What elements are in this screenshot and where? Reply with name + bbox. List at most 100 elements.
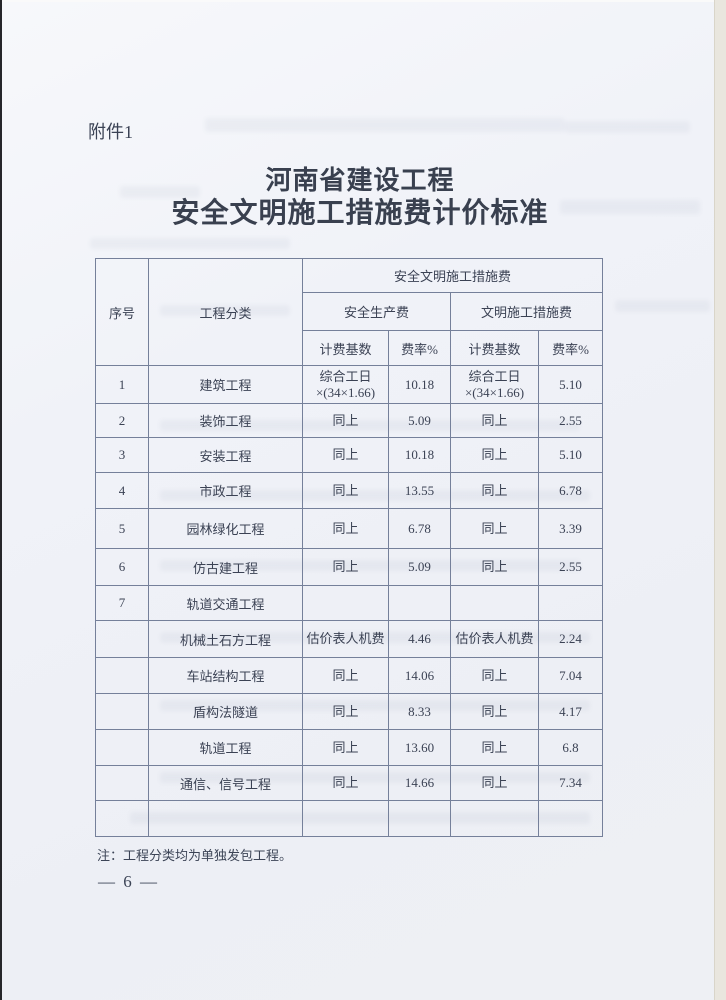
header-base-safety: 计费基数 [302, 330, 389, 366]
cell-rate-safety [388, 800, 451, 837]
cell-category: 园林绿化工程 [148, 508, 303, 549]
cell-category: 建筑工程 [148, 365, 303, 404]
cell-rate-safety: 13.55 [388, 472, 451, 509]
cell-rate-civilized: 6.78 [537, 472, 604, 509]
cell-rate-safety: 8.33 [388, 693, 451, 730]
cell-rate-safety: 14.06 [388, 657, 451, 694]
cell-rate-civilized: 7.04 [537, 657, 604, 694]
cell-serial [95, 800, 149, 837]
bleed-through-artifact [565, 121, 690, 133]
cell-base-civilized [450, 585, 539, 621]
cell-base-safety [302, 585, 389, 621]
fee-standard-table: 序号 工程分类 安全文明施工措施费 安全生产费 文明施工措施费 计费基数 费率%… [95, 258, 604, 837]
bleed-through-artifact [205, 118, 565, 132]
cell-rate-safety: 4.46 [388, 620, 451, 658]
cell-rate-civilized: 2.24 [537, 620, 604, 658]
cell-serial: 5 [95, 508, 149, 549]
cell-rate-civilized: 2.55 [537, 548, 604, 586]
cell-base-civilized: 同上 [450, 729, 539, 766]
document-title-line1: 河南省建设工程 [265, 166, 455, 195]
table-row: 车站结构工程 同上 14.06 同上 7.04 [95, 657, 604, 694]
table-footnote: 注：工程分类均为单独发包工程。 [97, 848, 293, 863]
cell-rate-civilized: 7.34 [537, 765, 604, 801]
table-row: 3 安装工程 同上 10.18 同上 5.10 [95, 437, 604, 473]
cell-base-safety: 估价表人机费 [302, 620, 389, 658]
cell-serial: 3 [95, 437, 149, 473]
cell-base-safety: 同上 [302, 693, 389, 730]
table-header-row: 安全生产费 文明施工措施费 [96, 292, 604, 331]
table-header-row: 计费基数 费率% 计费基数 费率% [96, 330, 604, 366]
table-row: 7 轨道交通工程 [95, 585, 604, 621]
cell-base-safety: 同上 [302, 508, 389, 549]
cell-base-civilized: 同上 [450, 472, 539, 509]
cell-category: 通信、信号工程 [148, 765, 303, 801]
bleed-through-artifact [615, 300, 710, 312]
cell-serial: 7 [95, 585, 149, 621]
cell-category: 机械土石方工程 [148, 620, 303, 658]
header-serial: 序号 [95, 258, 149, 366]
cell-rate-safety: 5.09 [388, 403, 451, 438]
cell-rate-civilized: 4.17 [537, 693, 604, 730]
table-row: 6 仿古建工程 同上 5.09 同上 2.55 [95, 548, 604, 586]
header-civilized-fee: 文明施工措施费 [449, 292, 604, 331]
cell-serial: 2 [95, 403, 149, 438]
cell-base-civilized: 同上 [450, 765, 539, 801]
cell-category: 轨道工程 [148, 729, 303, 766]
table-row: 1 建筑工程 综合工日 ×(34×1.66) 10.18 综合工日 ×(34×1… [95, 365, 604, 404]
cell-base-civilized: 同上 [450, 548, 539, 586]
cell-rate-safety: 14.66 [388, 765, 451, 801]
table-row: 机械土石方工程 估价表人机费 4.46 估价表人机费 2.24 [95, 620, 604, 658]
cell-category: 市政工程 [148, 472, 303, 509]
cell-base-civilized: 同上 [450, 437, 539, 473]
bleed-through-artifact [90, 238, 290, 249]
cell-base-civilized: 同上 [450, 693, 539, 730]
cell-rate-safety [388, 585, 451, 621]
cell-base-safety: 同上 [302, 657, 389, 694]
cell-category [148, 800, 303, 837]
header-rate-safety: 费率% [388, 330, 451, 366]
scan-edge-right [714, 0, 726, 1000]
cell-rate-safety: 10.18 [388, 437, 451, 473]
header-rate-civilized: 费率% [537, 330, 604, 366]
cell-rate-safety: 6.78 [388, 508, 451, 549]
cell-category: 仿古建工程 [148, 548, 303, 586]
cell-serial: 4 [95, 472, 149, 509]
cell-base-civilized: 同上 [450, 657, 539, 694]
cell-base-civilized: 同上 [450, 508, 539, 549]
cell-rate-civilized: 6.8 [537, 729, 604, 766]
cell-serial [95, 693, 149, 730]
header-group: 安全文明施工措施费 [301, 258, 604, 293]
cell-base-safety: 同上 [302, 437, 389, 473]
header-base-civilized: 计费基数 [450, 330, 539, 366]
scan-edge-top [0, 0, 726, 2]
bleed-through-artifact [560, 200, 700, 214]
cell-rate-civilized: 5.10 [537, 365, 604, 404]
cell-serial [95, 657, 149, 694]
cell-base-civilized: 综合工日 ×(34×1.66) [450, 365, 539, 404]
table-header-row: 序号 工程分类 安全文明施工措施费 [95, 258, 604, 366]
cell-category: 安装工程 [148, 437, 303, 473]
table-row: 盾构法隧道 同上 8.33 同上 4.17 [95, 693, 604, 730]
cell-rate-civilized: 5.10 [537, 437, 604, 473]
cell-serial [95, 729, 149, 766]
cell-rate-civilized [537, 800, 604, 837]
document-title-line2: 安全文明施工措施费计价标准 [171, 198, 549, 229]
cell-rate-civilized: 2.55 [537, 403, 604, 438]
table-row [95, 800, 604, 837]
cell-serial: 1 [95, 365, 149, 404]
cell-category: 盾构法隧道 [148, 693, 303, 730]
table-row: 2 装饰工程 同上 5.09 同上 2.55 [95, 403, 604, 438]
cell-base-safety: 同上 [302, 472, 389, 509]
cell-base-safety: 同上 [302, 765, 389, 801]
cell-base-safety [302, 800, 389, 837]
cell-category: 轨道交通工程 [148, 585, 303, 621]
cell-serial [95, 765, 149, 801]
cell-rate-civilized [537, 585, 604, 621]
cell-base-civilized: 估价表人机费 [450, 620, 539, 658]
cell-serial [95, 620, 149, 658]
cell-base-safety: 同上 [302, 548, 389, 586]
table-row: 5 园林绿化工程 同上 6.78 同上 3.39 [95, 508, 604, 549]
cell-base-safety: 同上 [302, 729, 389, 766]
cell-category: 装饰工程 [148, 403, 303, 438]
